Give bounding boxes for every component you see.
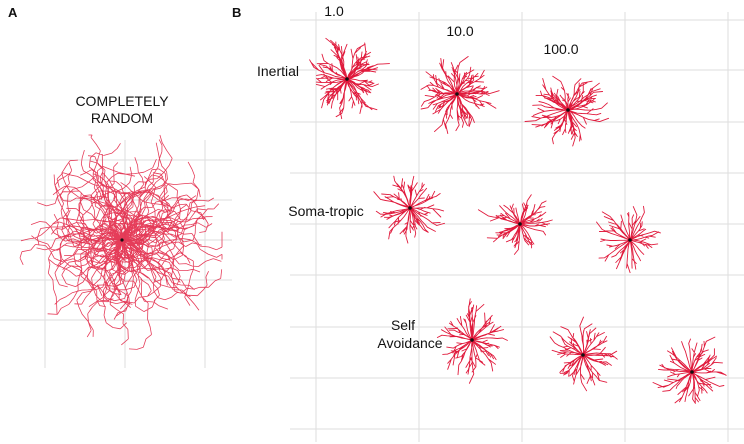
soma-marker	[455, 92, 459, 96]
panel-a-letter: A	[8, 5, 18, 20]
soma-marker	[408, 206, 412, 210]
tree-inertial-1	[309, 37, 390, 120]
soma-marker	[470, 338, 474, 342]
dendrite-branches	[309, 37, 390, 120]
panel-a-title-line2: RANDOM	[91, 110, 153, 126]
tree-somatropic-100	[596, 205, 661, 274]
row-label-somatropic: Soma-tropic	[288, 203, 363, 219]
dendrite-branches	[373, 175, 445, 244]
tree-self-avoidance-10	[549, 316, 618, 392]
soma-marker	[581, 353, 585, 357]
tree-inertial-100	[524, 75, 610, 147]
random-neuron-drawing	[19, 134, 223, 350]
tree-inertial-10	[420, 56, 500, 134]
dendrite-branches	[596, 205, 661, 274]
dendrite-branches	[477, 194, 553, 255]
dendrite-branches	[420, 56, 500, 134]
tree-self-avoidance-1	[436, 298, 508, 384]
soma-marker	[690, 370, 694, 374]
soma-marker	[345, 77, 349, 81]
neuron-trees	[309, 37, 727, 404]
column-label-1: 1.0	[324, 3, 344, 19]
row-label-inertial: Inertial	[257, 63, 299, 79]
soma-marker	[566, 108, 570, 112]
row-label-self-line2: Avoidance	[377, 335, 442, 351]
column-label-100: 100.0	[543, 41, 578, 57]
panel-b-letter: B	[232, 5, 241, 20]
panel-b-grid	[290, 12, 744, 442]
tree-somatropic-1	[373, 175, 445, 244]
soma-marker	[628, 238, 632, 242]
random-dendrite-tangle	[19, 134, 223, 350]
soma-marker	[518, 222, 522, 226]
dendrite-branches	[436, 298, 508, 384]
dendrite-branches	[549, 316, 618, 392]
panel-a-title-line1: COMPLETELY	[75, 93, 169, 109]
row-label-self-line1: Self	[391, 317, 415, 333]
tree-self-avoidance-100	[652, 336, 727, 404]
soma-marker	[120, 238, 124, 242]
dendrite-branches	[652, 336, 727, 404]
column-label-10: 10.0	[446, 23, 473, 39]
tree-somatropic-10	[477, 194, 553, 255]
dendrite-branches	[524, 75, 610, 147]
